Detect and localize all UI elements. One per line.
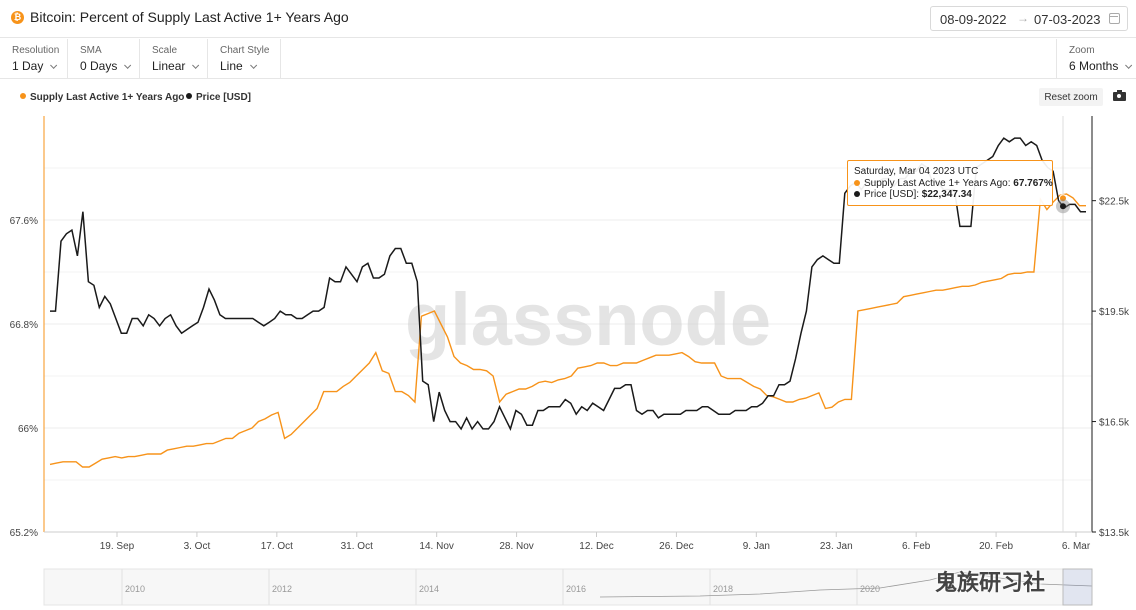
y-left-tick-label: 65.2%	[10, 528, 38, 539]
chevron-down-icon	[192, 61, 200, 69]
x-tick-label: 28. Nov	[499, 541, 533, 552]
chart[interactable]: glassnode 65.2% 66% 66.8% 67.6% $13.5k $16.5…	[0, 110, 1136, 610]
navigator[interactable]: 2010 2012 2014 2016 2018 2020	[43, 568, 1093, 606]
scale-label: Scale	[152, 45, 178, 56]
navigator-year-label: 2020	[860, 584, 880, 594]
sma-value[interactable]: 0 Days	[80, 59, 132, 73]
navigator-year-label: 2010	[125, 584, 145, 594]
resolution-label: Resolution	[12, 45, 60, 56]
bitcoin-icon: ₿	[11, 11, 24, 24]
zoom-value[interactable]: 6 Months	[1069, 59, 1133, 73]
legend-label: Price [USD]	[196, 92, 252, 103]
x-tick-label: 19. Sep	[100, 541, 135, 552]
x-tick-label: 31. Oct	[341, 541, 373, 552]
x-axis: 19. Sep 3. Oct 17. Oct 31. Oct 14. Nov 28. No…	[100, 532, 1091, 552]
chart-style-value[interactable]: Line	[220, 59, 257, 73]
navigator-year-label: 2014	[419, 584, 439, 594]
navigator-year-label: 2016	[566, 584, 586, 594]
navigator-year-label: 2018	[713, 584, 733, 594]
price-highlight-point	[1060, 203, 1066, 210]
x-tick-label: 14. Nov	[419, 541, 453, 552]
tooltip-row-price: Price [USD]: $22,347.34	[854, 189, 972, 200]
y-right-tick-label: $19.5k	[1099, 307, 1130, 318]
tooltip-supply-label: Supply Last Active 1+ Years Ago:	[864, 178, 1011, 189]
chart-style-label: Chart Style	[220, 45, 270, 56]
tooltip: Saturday, Mar 04 2023 UTC Supply Last Ac…	[847, 160, 1053, 206]
overlay-watermark: 鬼族研习社	[935, 571, 1046, 596]
scale-value[interactable]: Linear	[152, 59, 200, 73]
tooltip-date: Saturday, Mar 04 2023 UTC	[854, 166, 979, 177]
zoom-label: Zoom	[1069, 45, 1095, 56]
x-tick-label: 9. Jan	[743, 541, 770, 552]
legend-item-price[interactable]: Price [USD]	[186, 92, 251, 103]
grid	[44, 167, 1092, 533]
chart-style-select[interactable]: Chart Style Line	[208, 39, 281, 78]
y-axis-right: $13.5k $16.5k $19.5k $22.5k	[1092, 197, 1130, 539]
y-left-tick-label: 67.6%	[10, 216, 38, 227]
x-tick-label: 23. Jan	[820, 541, 853, 552]
y-right-tick-label: $13.5k	[1099, 528, 1130, 539]
chevron-down-icon	[1125, 61, 1133, 69]
chevron-down-icon	[124, 61, 132, 69]
y-right-tick-label: $22.5k	[1099, 197, 1130, 208]
sma-select[interactable]: SMA 0 Days	[68, 39, 140, 78]
calendar-icon[interactable]	[1109, 13, 1120, 24]
legend-dot	[186, 93, 192, 99]
reset-zoom-button[interactable]: Reset zoom	[1039, 88, 1103, 106]
resolution-value[interactable]: 1 Day	[12, 59, 58, 73]
navigator-selection	[1062, 568, 1093, 606]
x-tick-label: 3. Oct	[184, 541, 211, 552]
supply-series-line	[49, 193, 1086, 468]
sma-label: SMA	[80, 45, 102, 56]
navigator-year-label: 2012	[272, 584, 292, 594]
chevron-down-icon	[249, 61, 257, 69]
legend-item-supply[interactable]: Supply Last Active 1+ Years Ago	[20, 92, 184, 103]
chevron-down-icon	[50, 61, 58, 69]
tooltip-price-label: Price [USD]:	[864, 189, 920, 200]
arrow-right-icon: →	[1017, 11, 1029, 25]
supply-highlight-point	[1059, 194, 1067, 203]
date-end[interactable]: 07-03-2023	[1034, 12, 1101, 27]
tooltip-price-value: $22,347.34	[921, 189, 972, 200]
controls-bar: Resolution 1 Day SMA 0 Days Scale Linear…	[0, 39, 1136, 79]
x-tick-label: 12. Dec	[579, 541, 613, 552]
x-tick-label: 20. Feb	[979, 541, 1013, 552]
y-right-tick-label: $16.5k	[1099, 418, 1130, 429]
camera-icon[interactable]	[1113, 90, 1126, 101]
tooltip-row-supply: Supply Last Active 1+ Years Ago: 67.767%	[854, 178, 1053, 189]
navigator-track	[43, 568, 1093, 606]
zoom-select[interactable]: Zoom 6 Months	[1056, 39, 1136, 78]
date-range-picker[interactable]: 08-09-2022 → 07-03-2023	[930, 6, 1128, 31]
x-tick-label: 26. Dec	[659, 541, 693, 552]
y-left-tick-label: 66.8%	[10, 320, 38, 331]
header: ₿ Bitcoin: Percent of Supply Last Active…	[0, 0, 1136, 38]
date-start[interactable]: 08-09-2022	[940, 12, 1007, 27]
x-tick-label: 6. Mar	[1062, 541, 1091, 552]
legend-dot	[20, 93, 26, 99]
watermark: glassnode	[405, 278, 771, 361]
tooltip-dot	[854, 191, 860, 197]
navigator-price-line	[599, 571, 1093, 598]
x-tick-label: 6. Feb	[902, 541, 931, 552]
page-title: Bitcoin: Percent of Supply Last Active 1…	[30, 9, 349, 25]
scale-select[interactable]: Scale Linear	[140, 39, 208, 78]
tooltip-dot	[854, 180, 860, 186]
legend-label: Supply Last Active 1+ Years Ago	[30, 92, 185, 103]
y-axis-left: 65.2% 66% 66.8% 67.6%	[10, 216, 38, 539]
tooltip-supply-value: 67.767%	[1013, 178, 1053, 189]
y-left-tick-label: 66%	[18, 424, 38, 435]
x-tick-label: 17. Oct	[261, 541, 293, 552]
resolution-select[interactable]: Resolution 1 Day	[0, 39, 68, 78]
highlight-markers	[1056, 194, 1070, 214]
